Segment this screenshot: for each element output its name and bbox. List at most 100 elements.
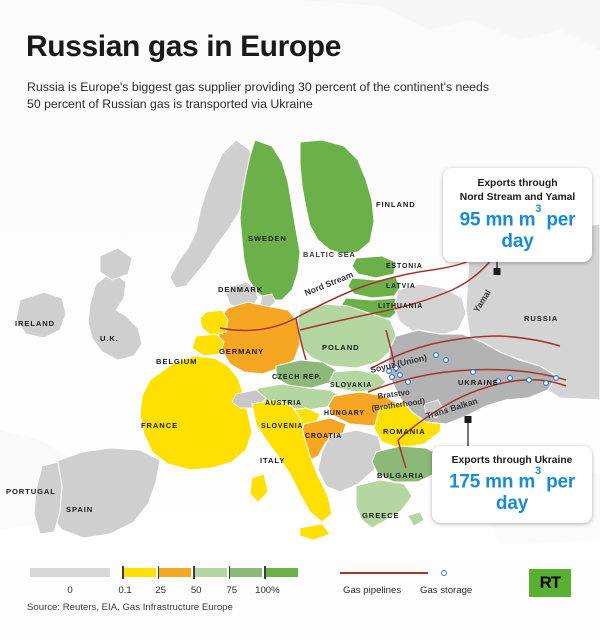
gas-storage-dot: [525, 377, 532, 384]
rt-logo-text: RT: [539, 573, 562, 592]
country-belgium: [191, 333, 225, 357]
gas-storage-key-dot: [441, 570, 447, 576]
country-ireland: [15, 291, 67, 339]
country-bulgaria: [371, 445, 443, 483]
label-uk: U.K.: [100, 334, 119, 343]
callout-title: Exports through Nord Stream and Yamal: [443, 177, 592, 204]
gas-pipelines-key-label: Gas pipelines: [343, 585, 402, 596]
legend-segment: [30, 568, 110, 577]
legend-segment: [122, 568, 156, 577]
callout-value-exponent: 3: [535, 203, 542, 215]
label-estonia: ESTONIA: [386, 263, 423, 270]
gas-storage-dot: [393, 365, 400, 372]
country-portugal: [33, 461, 63, 535]
legend-tick: [122, 566, 124, 579]
country-labels: IRELAND U.K. PORTUGAL SPAIN FRANCE BELGI…: [6, 200, 558, 520]
country-balkans-grey: [317, 429, 383, 493]
legend-segment: [193, 568, 227, 577]
callout-value-unit: mn m: [485, 209, 536, 231]
label-poland: POLAND: [322, 343, 359, 352]
pipeline-bratstvo: [367, 368, 567, 393]
country-moldova: [423, 399, 445, 419]
pipeline-nord-stream: [219, 257, 477, 332]
label-latvia: LATVIA: [386, 283, 416, 290]
gas-storage-dot: [405, 379, 412, 386]
gas-storage-dot: [470, 369, 477, 376]
gas-storage-dot: [443, 357, 450, 364]
gas-storage-dot: [552, 375, 559, 382]
subtitle-line-2: 50 percent of Russian gas is transported…: [27, 96, 313, 111]
callout-value-number: 95: [459, 209, 481, 231]
gas-storage-dot: [433, 352, 440, 359]
legend-scale-label: 25: [155, 585, 166, 596]
pipeline-trans-balkan: [397, 379, 567, 441]
pipeline-soyuz: [371, 335, 561, 369]
country-uk: [87, 271, 143, 361]
callout-nord-stream-yamal[interactable]: Exports through Nord Stream and Yamal 95…: [443, 168, 592, 263]
label-denmark: DENMARK: [218, 285, 263, 294]
legend-tick: [157, 566, 160, 579]
country-denmark-islands: [259, 293, 277, 309]
legend-scale-label: 50: [190, 585, 202, 596]
gas-storage-dot: [397, 372, 404, 379]
legend-tick: [264, 566, 266, 579]
callout-value-number: 175: [448, 470, 481, 492]
label-russia: RUSSIA: [524, 314, 558, 323]
rt-logo: RT: [529, 569, 571, 597]
legend-scale-label: 100%: [255, 585, 280, 596]
gas-storage-dot: [386, 368, 393, 375]
legend-scale-bar: 0 0.1 25 50 75 100%: [30, 566, 300, 596]
country-finland: [299, 139, 375, 255]
label-czech: CZECH REP.: [272, 374, 322, 381]
country-greece-islands: [407, 511, 425, 527]
callout-value-suffix: per day: [501, 209, 576, 253]
page-title: Russian gas in Europe: [26, 30, 342, 63]
gas-pipelines-key-line: [340, 572, 428, 574]
label-bulgaria: BULGARIA: [377, 471, 424, 480]
label-sweden: SWEDEN: [248, 234, 287, 243]
label-ukraine: UKRAINE: [458, 378, 499, 387]
callout-value: 175 mn m3 per day: [432, 465, 592, 515]
country-netherlands: [199, 309, 229, 337]
label-greece: GREECE: [362, 511, 399, 520]
page-subtitle: Russia is Europe's biggest gas supplier …: [27, 79, 567, 112]
gas-storage-dot: [542, 380, 549, 387]
map-svg: IRELAND U.K. PORTUGAL SPAIN FRANCE BELGI…: [0, 0, 600, 560]
legend-tick: [193, 566, 195, 579]
country-belarus: [393, 283, 467, 337]
label-italy: ITALY: [260, 456, 285, 465]
label-bratstvo: Bratstvo: [377, 388, 411, 401]
callout-value-exponent: 3: [535, 464, 541, 477]
pipeline-feeder-3: [397, 439, 407, 469]
callout-ukraine-exports[interactable]: Exports through Ukraine 175 mn m3 per da…: [432, 446, 592, 523]
callout-value-unit: mn m: [485, 470, 536, 492]
legend-scale-label: 0.1: [118, 585, 132, 596]
leader-anchor-nordstream: [493, 268, 501, 275]
legend-segment: [228, 568, 263, 577]
legend-segment: [264, 568, 298, 577]
label-ireland: IRELAND: [15, 319, 55, 328]
country-uk-scotland: [99, 247, 133, 281]
legend-scale-label: 0: [67, 585, 73, 596]
country-italy-sardinia: [249, 473, 269, 503]
pipeline-feeder-1: [295, 317, 307, 361]
label-croatia: CROATIA: [305, 433, 342, 440]
legend-scale-label: 75: [226, 585, 238, 596]
label-finland: FINLAND: [376, 200, 416, 209]
label-romania: ROMANIA: [383, 427, 426, 436]
europe-map: IRELAND U.K. PORTUGAL SPAIN FRANCE BELGI…: [0, 0, 600, 560]
legend-segment: [157, 568, 192, 577]
country-italy-sicily: [299, 523, 331, 541]
leader-anchor-ukraine: [464, 416, 472, 423]
label-slovakia: SLOVAKIA: [330, 382, 372, 389]
country-latvia: [347, 276, 401, 299]
subtitle-line-1: Russia is Europe's biggest gas supplier …: [27, 80, 490, 94]
label-spain: SPAIN: [66, 505, 93, 514]
label-belgium: BELGIUM: [156, 357, 197, 366]
legend-tick: [228, 566, 231, 579]
callout-title-line-1: Exports through: [477, 178, 558, 189]
label-portugal: PORTUGAL: [6, 487, 56, 496]
callout-title-line-1: Exports through Ukraine: [451, 455, 573, 466]
country-italy: [251, 399, 333, 523]
